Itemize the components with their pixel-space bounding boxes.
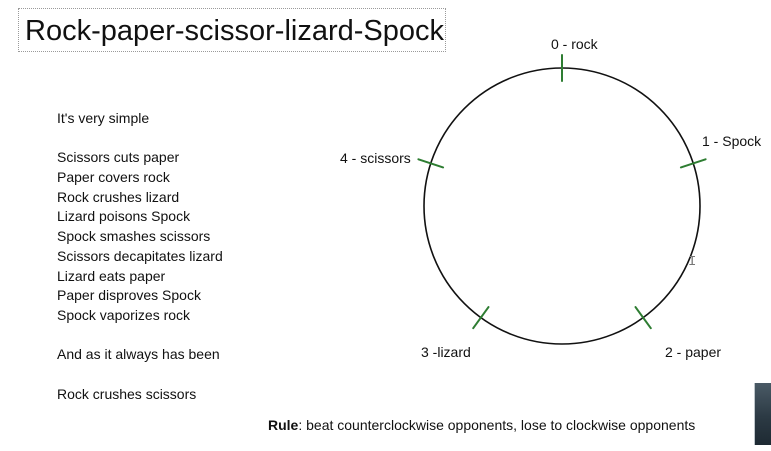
rule-label: Rule (268, 417, 299, 433)
tick-scissors (417, 158, 445, 169)
label-spock: 1 - Spock (702, 133, 762, 149)
video-thumbnail-icon[interactable] (754, 383, 771, 445)
rule-text: : beat counterclockwise opponents, lose … (298, 417, 696, 433)
rule-line-6: Scissors decapitates lizard (57, 248, 223, 264)
rule-line-7: Lizard eats paper (57, 268, 166, 284)
tick-marks (417, 54, 707, 330)
rule-line-9: Spock vaporizes rock (57, 307, 191, 323)
rule-line-8: Paper disproves Spock (57, 287, 201, 303)
slide-title: Rock-paper-scissor-lizard-Spock (25, 15, 444, 47)
label-lizard: 3 -lizard (421, 344, 471, 360)
rule-line-1: Scissors cuts paper (57, 149, 180, 165)
final-rule-text: Rock crushes scissors (57, 386, 197, 402)
intro-text: It's very simple (57, 110, 150, 126)
rule-line-2: Paper covers rock (57, 169, 170, 185)
label-paper: 2 - paper (665, 344, 722, 360)
rule-line-3: Rock crushes lizard (57, 189, 180, 205)
text-cursor-icon: I (688, 254, 697, 270)
bottom-rule: Rule: beat counterclockwise opponents, l… (268, 416, 695, 434)
tick-spock (679, 158, 707, 169)
title-box: Rock-paper-scissor-lizard-Spock (18, 8, 446, 52)
rule-line-4: Lizard poisons Spock (57, 208, 191, 224)
label-scissors: 4 - scissors (340, 150, 411, 166)
rule-line-5: Spock smashes scissors (57, 228, 211, 244)
cycle-circle (423, 67, 701, 345)
label-rock: 0 - rock (551, 36, 598, 52)
tick-paper (634, 306, 652, 330)
tick-lizard (472, 306, 490, 330)
outro-text: And as it always has been (57, 346, 220, 362)
